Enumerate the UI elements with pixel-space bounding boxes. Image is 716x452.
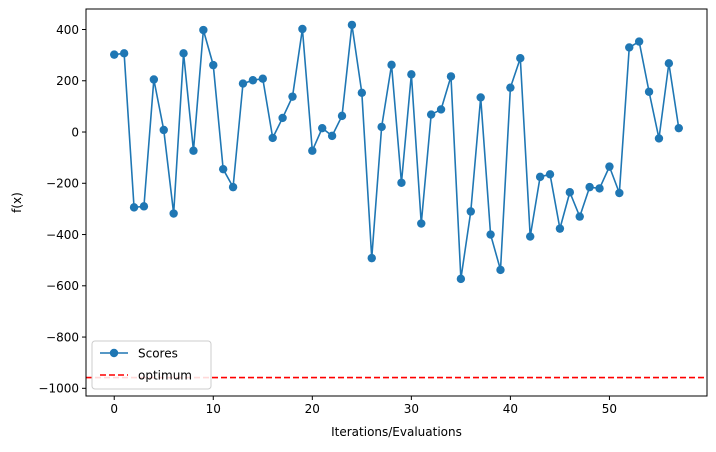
data-point: [228, 182, 238, 192]
y-tick-label: −400: [46, 228, 79, 242]
data-point: [486, 230, 495, 239]
data-point: [476, 93, 485, 102]
data-point: [337, 111, 347, 121]
data-point: [664, 59, 674, 68]
data-point: [199, 25, 208, 35]
data-point: [605, 162, 614, 171]
data-point: [506, 83, 515, 92]
y-tick-label: 200: [56, 74, 79, 88]
data-point: [139, 202, 149, 211]
x-axis-label: Iterations/Evaluations: [331, 425, 462, 439]
x-tick-label: 50: [602, 402, 617, 416]
data-point: [595, 184, 604, 193]
data-point: [387, 60, 396, 70]
data-point: [545, 170, 555, 179]
data-point: [238, 79, 248, 88]
data-point: [218, 164, 228, 174]
data-point: [526, 232, 535, 241]
data-point: [585, 182, 594, 192]
y-tick-label: −200: [46, 177, 79, 191]
data-point: [496, 265, 505, 275]
data-point: [129, 203, 139, 212]
data-point: [407, 70, 416, 79]
data-point: [110, 50, 119, 59]
data-point: [417, 219, 426, 228]
data-point: [367, 253, 376, 263]
data-point: [119, 49, 129, 58]
x-tick-label: 10: [206, 402, 221, 416]
data-point: [347, 20, 357, 30]
y-tick-label: −800: [46, 330, 79, 344]
data-point: [258, 74, 267, 83]
plot-frame: [85, 8, 708, 397]
data-point: [149, 75, 159, 84]
data-point: [466, 207, 475, 216]
data-point: [308, 146, 317, 155]
data-series: [110, 20, 683, 284]
data-point: [288, 92, 297, 101]
y-tick-label: −600: [46, 279, 79, 293]
x-tick-label: 20: [305, 402, 320, 416]
series-line-scores: [114, 24, 680, 280]
data-point: [179, 49, 188, 58]
data-point: [456, 274, 466, 284]
data-point: [318, 123, 327, 133]
data-point: [575, 212, 584, 221]
x-tick-label: 40: [503, 402, 518, 416]
data-point: [516, 54, 525, 63]
y-tick-label: 400: [56, 23, 79, 37]
data-point: [377, 122, 386, 132]
data-point: [436, 105, 446, 114]
data-point: [535, 172, 545, 182]
y-axis-label: f(x): [10, 192, 24, 213]
data-point: [426, 110, 436, 119]
data-point: [674, 123, 683, 133]
data-point: [169, 209, 178, 218]
legend-scores-label: Scores: [138, 346, 178, 360]
data-point: [625, 43, 634, 52]
legend-optimum-label: optimum: [138, 368, 192, 382]
x-tick-label: 0: [110, 402, 118, 416]
data-point: [565, 188, 575, 197]
data-point: [654, 134, 664, 143]
data-point: [189, 146, 198, 155]
data-point: [644, 87, 654, 96]
data-point: [298, 24, 307, 34]
legend: Scores optimum: [91, 340, 212, 390]
data-point: [248, 76, 258, 85]
legend-scores-marker: [109, 348, 119, 358]
data-point: [327, 131, 337, 141]
axes: 0 10 20 30 40 50 −1000 −800 −600 −400 −200 0 200 400 I…: [10, 8, 708, 439]
data-point: [209, 60, 218, 70]
y-tick-label: −1000: [38, 382, 79, 396]
x-tick-label: 30: [404, 402, 419, 416]
data-point: [634, 37, 644, 46]
data-point: [615, 188, 624, 198]
y-tick-label: 0: [71, 125, 79, 139]
data-point: [555, 224, 565, 233]
data-point: [278, 113, 287, 123]
data-point: [446, 72, 456, 81]
data-point: [159, 125, 168, 135]
data-point: [357, 88, 367, 98]
data-point: [268, 133, 277, 143]
data-point: [397, 178, 406, 187]
